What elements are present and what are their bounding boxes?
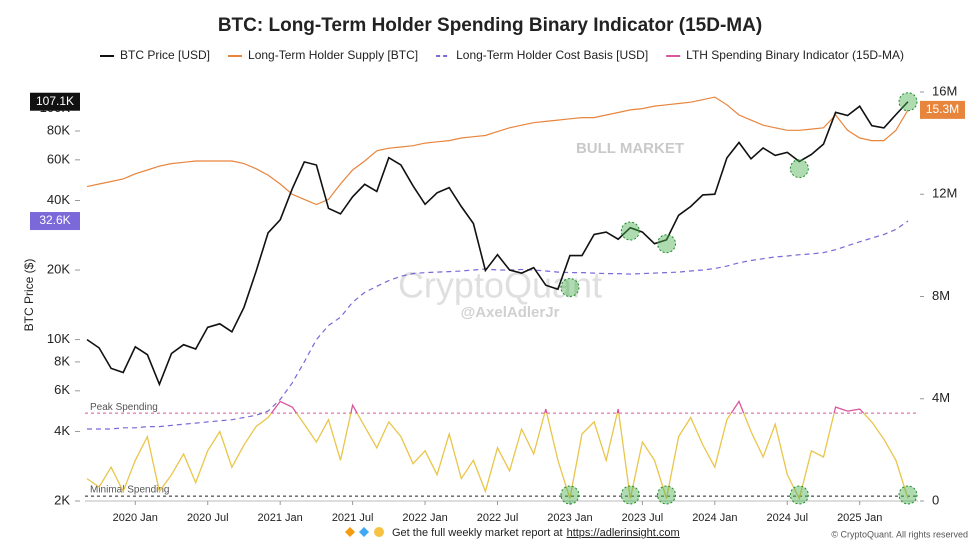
icon: [374, 527, 384, 537]
y-tick-label: 40K: [47, 192, 70, 207]
y2-tick-label: 4M: [932, 390, 950, 405]
copyright: © CryptoQuant. All rights reserved: [831, 529, 968, 539]
value-label: 32.6K: [39, 213, 70, 227]
y-tick-label: 4K: [54, 423, 70, 438]
signal-marker-bottom: [620, 485, 640, 505]
regime-annotation: BULL MARKET: [576, 140, 684, 157]
x-tick-label: 2024 Jul: [766, 512, 808, 524]
series-line: [87, 220, 909, 430]
value-label-box: [30, 92, 80, 111]
y2-tick-label: 0: [932, 492, 939, 507]
footer-text: Get the full weekly market report at: [392, 527, 563, 539]
signal-marker: [620, 221, 640, 241]
y2-tick-label: 12M: [932, 186, 957, 201]
signal-marker-bottom: [789, 485, 809, 505]
y-tick-label: 60K: [47, 151, 70, 166]
value-label: 15.3M: [926, 102, 959, 116]
value-label: 107.1K: [36, 94, 74, 108]
x-tick-label: 2020 Jan: [113, 512, 158, 524]
signal-marker-bottom: [560, 485, 580, 505]
y-tick-label: 20K: [47, 261, 70, 276]
y-tick-label: 80K: [47, 122, 70, 137]
signal-marker: [789, 159, 809, 179]
x-tick-label: 2023 Jan: [547, 512, 592, 524]
signal-marker: [657, 234, 677, 254]
icon: [359, 527, 369, 537]
signal-marker: [560, 278, 580, 298]
x-tick-label: 2022 Jan: [402, 512, 447, 524]
footer-icons: [345, 527, 384, 537]
y2-tick-label: 8M: [932, 288, 950, 303]
watermark-handle: @AxelAdlerJr: [461, 304, 560, 321]
y-tick-label: 8K: [54, 353, 70, 368]
legend-label: Long-Term Holder Cost Basis [USD]: [456, 48, 648, 62]
x-tick-label: 2022 Jul: [477, 512, 519, 524]
series-line: [86, 101, 909, 387]
legend-label: Long-Term Holder Supply [BTC]: [248, 48, 418, 62]
legend-label: LTH Spending Binary Indicator (15D-MA): [686, 48, 904, 62]
y-axis-label: BTC Price ($): [22, 259, 36, 332]
value-label-box: [920, 100, 965, 119]
x-tick-label: 2020 Jul: [187, 512, 229, 524]
x-tick-label: 2021 Jul: [332, 512, 374, 524]
reference-label: Minimal Spending: [90, 485, 170, 496]
chart-title: BTC: Long-Term Holder Spending Binary In…: [218, 15, 762, 36]
y-tick-label: 2K: [54, 492, 70, 507]
legend-label: BTC Price [USD]: [120, 48, 210, 62]
watermark: CryptoQuant: [398, 265, 602, 306]
indicator-line-low: [86, 413, 909, 501]
y-tick-label: 10K: [47, 331, 70, 346]
y2-tick-label: 16M: [932, 83, 957, 98]
x-tick-label: 2021 Jan: [258, 512, 303, 524]
footer-link: https://adlerinsight.com: [567, 527, 680, 539]
x-tick-label: 2024 Jan: [692, 512, 737, 524]
y-tick-label: 6K: [54, 382, 70, 397]
signal-marker-bottom: [657, 485, 677, 505]
value-label-box: [30, 212, 80, 231]
signal-marker: [898, 92, 918, 112]
series-line: [86, 96, 909, 206]
reference-label: Peak Spending: [90, 402, 158, 413]
icon: [345, 527, 355, 537]
x-tick-label: 2023 Jul: [622, 512, 664, 524]
x-tick-label: 2025 Jan: [837, 512, 882, 524]
signal-marker-bottom: [898, 485, 918, 505]
